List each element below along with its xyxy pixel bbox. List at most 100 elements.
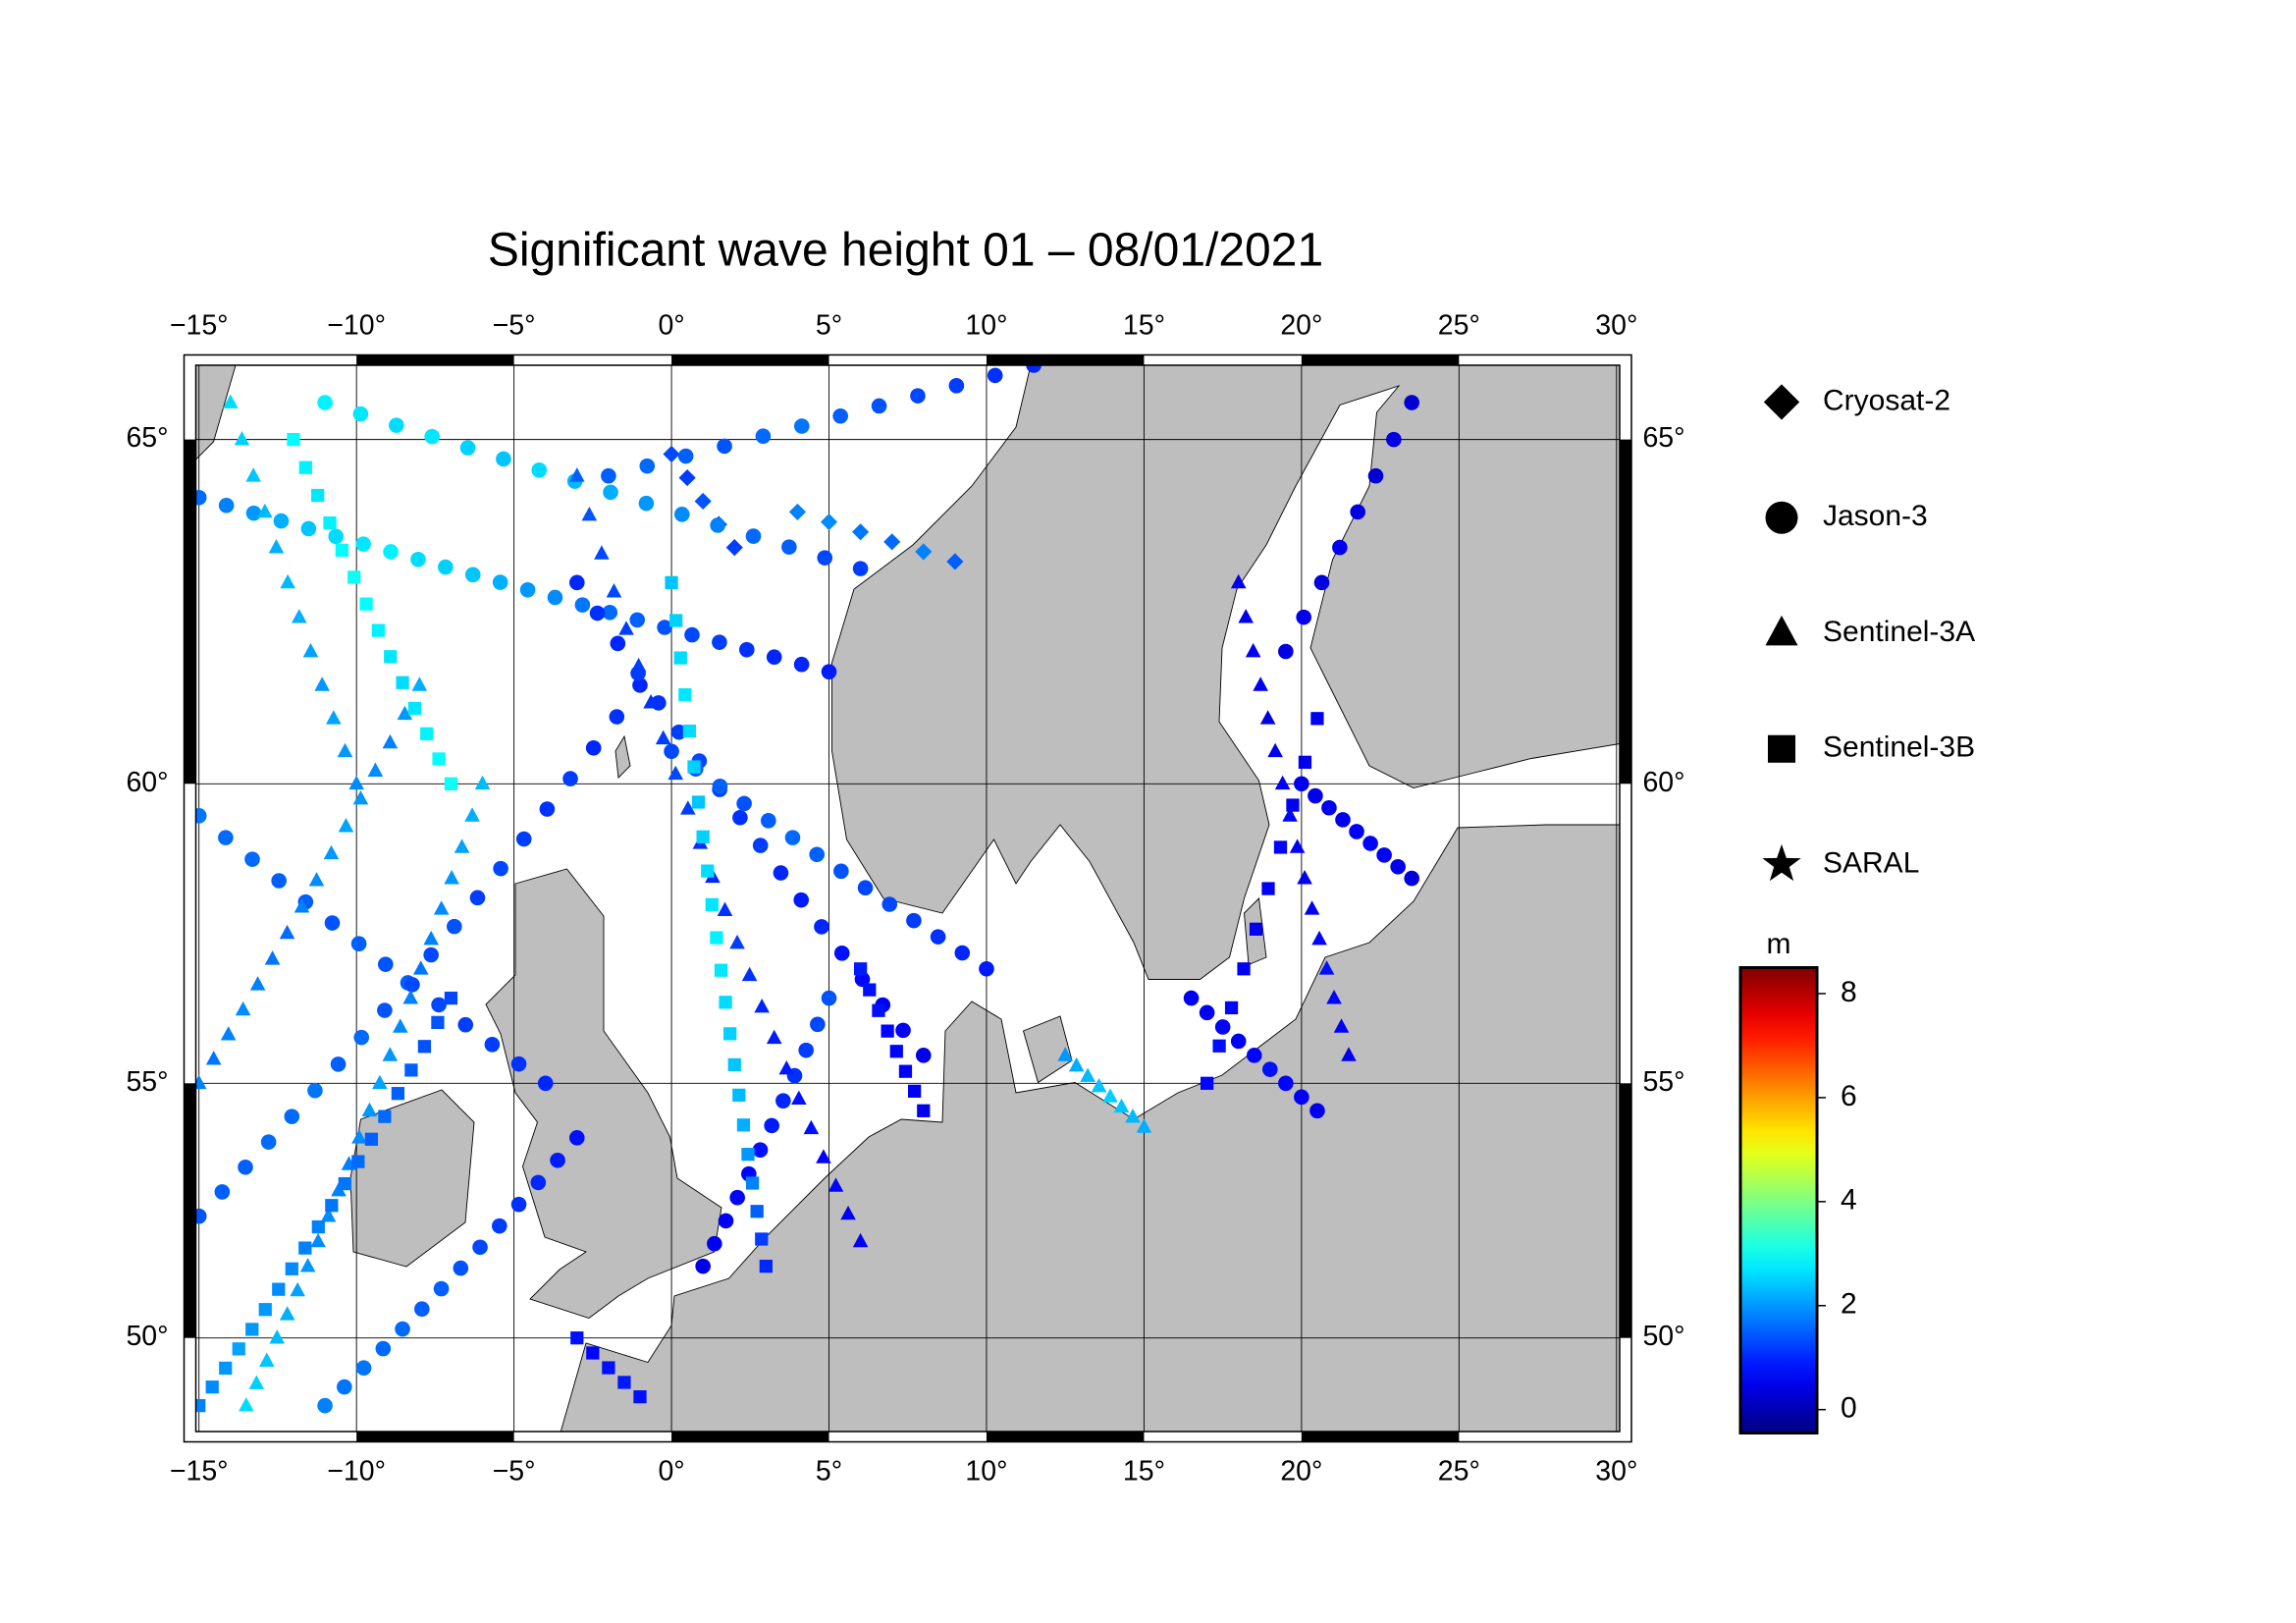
y-tick-label-left: 65° xyxy=(126,422,168,454)
wave-height-point xyxy=(717,438,732,455)
legend-label: SARAL xyxy=(1823,846,1919,879)
x-tick-label-bottom: 0° xyxy=(658,1456,684,1488)
wave-height-point xyxy=(1294,1089,1309,1106)
x-tick-label-bottom: −5° xyxy=(493,1456,536,1488)
wave-height-point xyxy=(447,918,462,935)
wave-height-point xyxy=(832,407,848,424)
wave-height-point xyxy=(863,983,877,997)
wave-height-point xyxy=(750,1205,764,1218)
wave-height-point xyxy=(852,1232,869,1248)
wave-height-point xyxy=(1245,642,1261,658)
wave-height-point xyxy=(1057,1047,1074,1061)
wave-height-point xyxy=(581,506,598,521)
wave-height-point xyxy=(766,1029,782,1045)
wave-height-point xyxy=(814,919,829,935)
wave-height-point xyxy=(745,1176,760,1190)
wave-height-point xyxy=(269,1329,286,1344)
wave-height-point xyxy=(444,777,458,790)
wave-height-point xyxy=(701,864,715,878)
wave-height-point xyxy=(948,378,965,394)
wave-height-point xyxy=(930,929,946,945)
wave-height-point xyxy=(347,570,361,584)
wave-height-point xyxy=(852,523,870,541)
wave-height-point xyxy=(1376,847,1392,863)
wave-height-point xyxy=(249,976,266,991)
wave-height-point xyxy=(1273,840,1288,854)
wave-height-point xyxy=(310,1232,326,1248)
wave-height-point xyxy=(280,573,295,589)
iceland xyxy=(195,365,237,460)
wave-height-point xyxy=(710,517,725,533)
wave-height-point xyxy=(1113,1098,1130,1113)
wave-height-point xyxy=(586,1346,600,1360)
wave-height-point xyxy=(643,694,659,709)
wave-height-point xyxy=(195,808,207,824)
wave-height-point xyxy=(1289,839,1306,853)
wave-height-point xyxy=(840,1205,856,1220)
legend-label: Cryosat-2 xyxy=(1823,384,1950,416)
wave-height-point xyxy=(433,1280,450,1297)
wave-height-point xyxy=(687,760,701,774)
wave-height-point xyxy=(311,488,325,503)
wave-height-point xyxy=(1390,858,1406,875)
wave-height-point xyxy=(531,462,548,478)
wave-height-point xyxy=(664,743,679,760)
wave-height-point xyxy=(1308,787,1323,804)
wave-height-point xyxy=(294,898,310,913)
wave-height-point xyxy=(431,1015,445,1029)
wave-height-point xyxy=(444,991,458,1005)
y-tick-label-right: 50° xyxy=(1642,1321,1684,1352)
wave-height-point xyxy=(778,1059,795,1075)
wave-height-point xyxy=(547,589,563,606)
wave-height-point xyxy=(235,1001,251,1016)
legend-marker xyxy=(1762,843,1801,882)
wave-height-point xyxy=(375,1340,392,1357)
wave-height-point xyxy=(1267,742,1283,758)
wave-height-point xyxy=(337,742,353,758)
wave-height-point xyxy=(438,559,454,575)
x-tick-label-top: 5° xyxy=(816,310,842,342)
wave-height-point xyxy=(1286,798,1300,812)
wave-height-point xyxy=(569,467,585,482)
wave-height-point xyxy=(1367,467,1384,484)
wave-height-point xyxy=(1261,882,1275,895)
wave-height-point xyxy=(761,813,776,829)
wave-height-point xyxy=(833,863,849,880)
wave-height-point xyxy=(821,664,837,679)
wave-height-point xyxy=(317,395,333,410)
wave-height-point xyxy=(1212,1039,1226,1053)
wave-height-point xyxy=(1333,1018,1350,1033)
wave-height-point xyxy=(606,583,622,598)
wave-height-point xyxy=(954,945,971,961)
y-tick-label-left: 55° xyxy=(126,1066,168,1098)
wave-height-point xyxy=(1282,807,1298,822)
wave-height-point xyxy=(1350,504,1365,520)
wave-height-point xyxy=(1404,395,1420,410)
wave-height-point xyxy=(550,1152,565,1168)
wave-height-point xyxy=(492,574,508,590)
wave-height-point xyxy=(264,950,281,965)
wave-height-point xyxy=(484,1036,501,1053)
wave-height-point xyxy=(759,1260,773,1273)
land xyxy=(195,365,1621,1432)
legend-label: Sentinel-3B xyxy=(1823,731,1975,764)
wave-height-point xyxy=(223,394,239,408)
colorbar-tick-label: 2 xyxy=(1841,1288,1857,1321)
wave-height-point xyxy=(678,687,692,702)
wave-height-point xyxy=(272,1282,286,1296)
wave-height-point xyxy=(338,1176,351,1191)
wave-height-point xyxy=(257,503,273,518)
frame-bar xyxy=(1301,1432,1460,1442)
wave-height-point xyxy=(794,418,810,434)
wave-height-point xyxy=(1237,962,1251,976)
wave-height-point xyxy=(417,1040,432,1054)
wave-height-point xyxy=(382,733,399,749)
colorbar-ramp xyxy=(1738,966,1819,1434)
wave-height-point xyxy=(510,1055,527,1072)
wave-height-point xyxy=(1259,710,1276,725)
wave-height-point xyxy=(351,1155,365,1168)
wave-height-point xyxy=(610,635,626,652)
x-tick-label-top: −10° xyxy=(327,310,386,342)
x-tick-label-bottom: −15° xyxy=(170,1456,229,1488)
